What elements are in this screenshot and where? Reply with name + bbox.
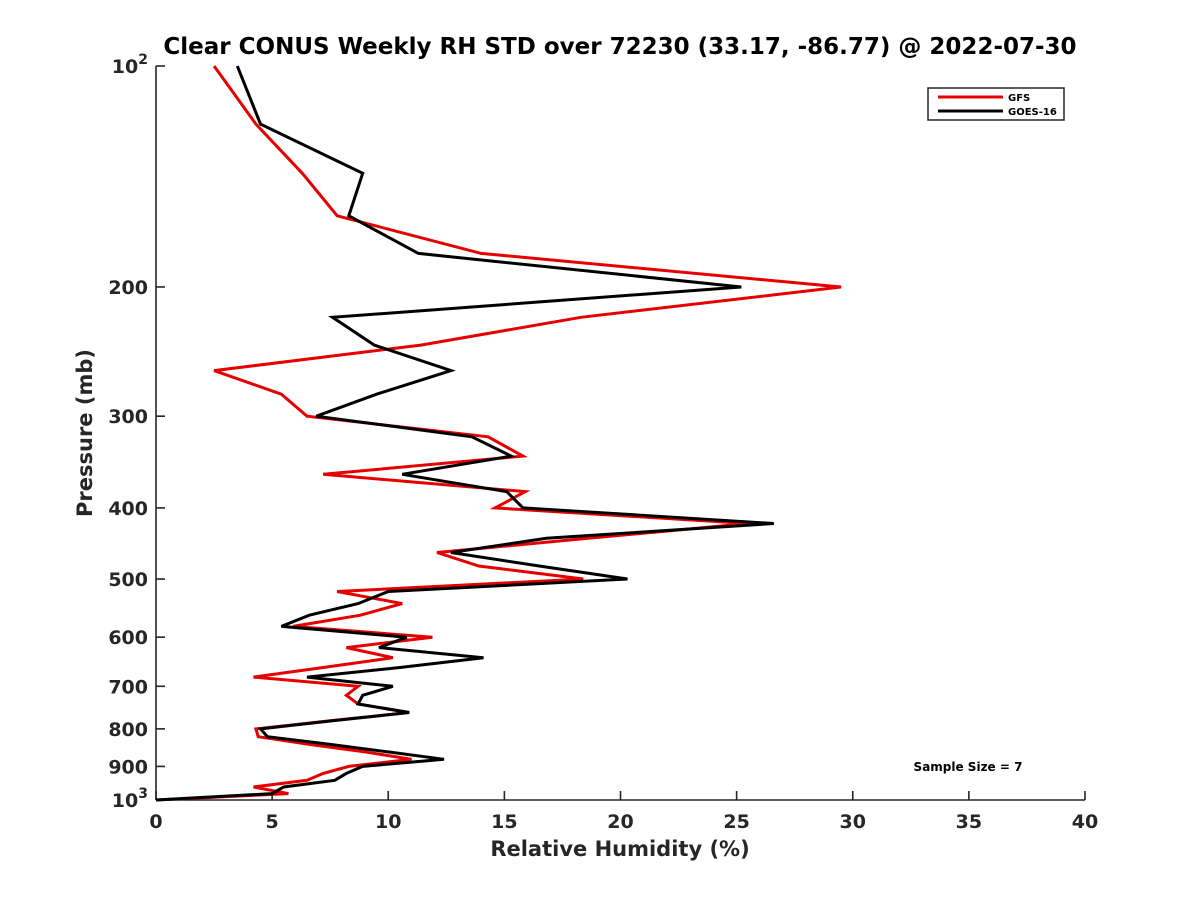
- y-tick-label: 102: [112, 52, 148, 78]
- y-tick-label: 900: [108, 756, 148, 778]
- y-axis-label: Pressure (mb): [73, 349, 97, 517]
- y-tick-label: 200: [108, 277, 148, 299]
- series-line-goes16: [155, 65, 774, 802]
- y-tick-label: 103: [112, 786, 148, 812]
- series-layer: [155, 65, 842, 802]
- chart-title: Clear CONUS Weekly RH STD over 72230 (33…: [163, 34, 1076, 60]
- x-tick-label: 5: [266, 811, 279, 833]
- x-tick-label: 25: [723, 811, 749, 833]
- y-tick-label: 500: [108, 569, 148, 591]
- y-tick-label: 300: [108, 406, 148, 428]
- axes: 0 5 10 15 20 25 30 35 40 102 200 300 400 500 600 700 800…: [108, 52, 1098, 833]
- y-tick-label: 600: [108, 627, 148, 649]
- x-tick-label: 15: [491, 811, 517, 833]
- x-tick-label: 35: [956, 811, 982, 833]
- legend-box: [927, 87, 1065, 121]
- x-axis-label: Relative Humidity (%): [490, 837, 749, 861]
- y-tick-label: 800: [108, 719, 148, 741]
- x-tick-label: 30: [840, 811, 866, 833]
- x-tick-label: 0: [149, 811, 162, 833]
- sample-size-annotation: Sample Size = 7: [914, 760, 1023, 774]
- series-line-gfs: [155, 65, 842, 802]
- legend: GFS GOES-16: [927, 87, 1065, 121]
- legend-label-gfs: GFS: [1008, 93, 1030, 104]
- legend-label-goes16: GOES-16: [1008, 107, 1057, 118]
- x-tick-label: 10: [375, 811, 401, 833]
- x-tick-label: 40: [1072, 811, 1098, 833]
- y-tick-label: 400: [108, 498, 148, 520]
- y-tick-label: 700: [108, 676, 148, 698]
- x-tick-label: 20: [607, 811, 633, 833]
